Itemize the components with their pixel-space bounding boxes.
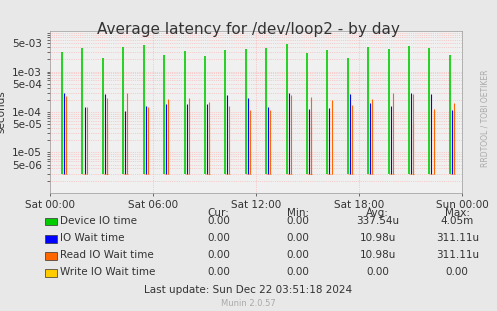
Text: Last update: Sun Dec 22 03:51:18 2024: Last update: Sun Dec 22 03:51:18 2024 (145, 285, 352, 295)
Text: 0.00: 0.00 (207, 267, 230, 277)
Text: RRDTOOL / TOBI OETIKER: RRDTOOL / TOBI OETIKER (480, 69, 489, 167)
Text: 0.00: 0.00 (207, 216, 230, 226)
Text: 4.05m: 4.05m (441, 216, 474, 226)
Text: 10.98u: 10.98u (359, 250, 396, 260)
Text: IO Wait time: IO Wait time (60, 233, 124, 243)
Text: Device IO time: Device IO time (60, 216, 137, 226)
Text: 311.11u: 311.11u (436, 250, 479, 260)
Text: Average latency for /dev/loop2 - by day: Average latency for /dev/loop2 - by day (97, 22, 400, 37)
Text: 311.11u: 311.11u (436, 233, 479, 243)
Text: Read IO Wait time: Read IO Wait time (60, 250, 154, 260)
Text: 0.00: 0.00 (446, 267, 469, 277)
Text: 337.54u: 337.54u (356, 216, 399, 226)
Text: 0.00: 0.00 (207, 250, 230, 260)
Text: 0.00: 0.00 (287, 216, 310, 226)
Text: Max:: Max: (445, 208, 470, 218)
Text: 10.98u: 10.98u (359, 233, 396, 243)
Text: Min:: Min: (287, 208, 309, 218)
Text: 0.00: 0.00 (287, 267, 310, 277)
Text: Cur:: Cur: (208, 208, 230, 218)
Text: Munin 2.0.57: Munin 2.0.57 (221, 299, 276, 308)
Text: 0.00: 0.00 (366, 267, 389, 277)
Text: 0.00: 0.00 (287, 250, 310, 260)
Text: Avg:: Avg: (366, 208, 389, 218)
Y-axis label: seconds: seconds (0, 91, 6, 133)
Text: 0.00: 0.00 (207, 233, 230, 243)
Text: 0.00: 0.00 (287, 233, 310, 243)
Text: Write IO Wait time: Write IO Wait time (60, 267, 155, 277)
